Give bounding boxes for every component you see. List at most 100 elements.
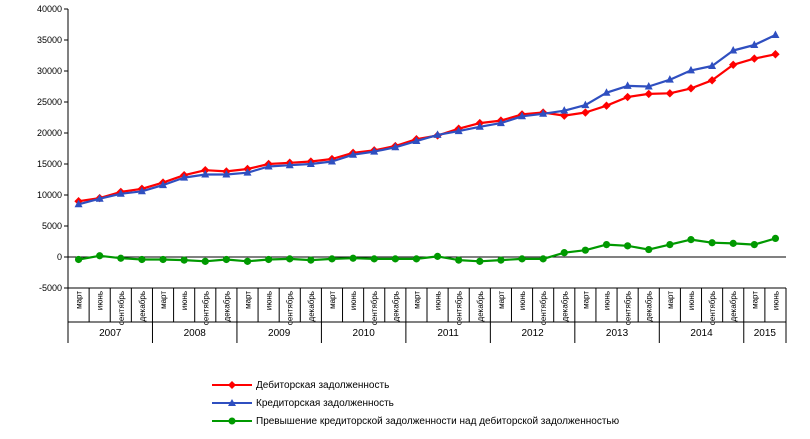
- data-point-payables: [454, 126, 463, 135]
- legend-item-excess: Превышение кредиторской задолженности на…: [212, 412, 732, 430]
- category-label: декабрь: [476, 291, 485, 321]
- y-tick-label: 35000: [37, 35, 62, 45]
- data-point-excess: [370, 255, 378, 263]
- data-point-payables: [116, 189, 125, 197]
- data-point-receivables: [623, 92, 632, 102]
- data-point-receivables: [729, 60, 738, 69]
- data-point-excess: [96, 252, 104, 260]
- data-point-payables: [306, 159, 315, 167]
- data-point-receivables: [686, 84, 696, 93]
- data-point-excess: [138, 255, 146, 264]
- category-label: сентябрь: [708, 291, 717, 325]
- data-point-receivables: [750, 54, 759, 63]
- category-label: март: [497, 291, 506, 309]
- data-point-payables: [327, 157, 336, 165]
- category-label: июнь: [771, 291, 780, 310]
- category-label: июнь: [265, 291, 274, 310]
- data-point-excess: [328, 255, 336, 263]
- y-tick-label: 25000: [37, 97, 62, 107]
- data-point-payables: [264, 161, 273, 170]
- category-label: сентябрь: [286, 291, 295, 325]
- data-point-payables: [222, 170, 231, 178]
- data-point-payables: [750, 40, 759, 48]
- data-point-excess: [666, 241, 674, 249]
- series-excess: [74, 234, 780, 265]
- category-label: март: [412, 291, 421, 309]
- category-label: декабрь: [138, 291, 147, 321]
- y-tick-label: 30000: [37, 66, 62, 76]
- legend-label-payables: Кредиторская задолженность: [256, 397, 394, 409]
- series-layer: [74, 30, 780, 265]
- legend-label-excess: Превышение кредиторской задолженности на…: [256, 415, 620, 427]
- data-point-excess: [286, 255, 294, 263]
- legend-swatch-payables: [212, 399, 252, 406]
- year-label: 2007: [99, 328, 122, 339]
- data-point-excess: [497, 256, 505, 264]
- category-label: сентябрь: [117, 291, 126, 325]
- y-tick-label: 20000: [37, 128, 62, 138]
- series-payables: [74, 30, 780, 208]
- data-point-excess: [560, 249, 568, 257]
- data-point-excess: [222, 255, 230, 264]
- category-label: июнь: [603, 291, 612, 310]
- y-tick-label: 5000: [42, 221, 62, 231]
- data-point-excess: [455, 256, 463, 264]
- category-label: июнь: [180, 291, 189, 310]
- data-point-payables: [159, 180, 168, 189]
- data-point-excess: [74, 255, 83, 264]
- data-point-payables: [201, 170, 210, 178]
- series-line-excess: [78, 237, 776, 263]
- category-label: июнь: [349, 291, 358, 310]
- year-label: 2015: [754, 328, 777, 339]
- legend-item-receivables: Дебиторская задолженность: [212, 376, 732, 394]
- data-point-payables: [496, 118, 505, 127]
- data-point-payables: [665, 75, 674, 83]
- data-point-excess: [602, 241, 611, 249]
- data-point-excess: [391, 255, 399, 263]
- category-label: март: [328, 291, 337, 309]
- data-point-excess: [201, 257, 209, 265]
- data-point-payables: [539, 109, 548, 117]
- data-point-excess: [729, 239, 737, 247]
- data-point-payables: [686, 65, 695, 74]
- legend-label-receivables: Дебиторская задолженность: [256, 379, 390, 391]
- category-label: декабрь: [729, 291, 738, 321]
- series-line-payables: [78, 34, 776, 206]
- data-point-receivables: [707, 76, 717, 85]
- data-point-excess: [476, 257, 484, 265]
- y-tick-label: 15000: [37, 159, 62, 169]
- year-label: 2014: [690, 328, 713, 339]
- legend-swatch-receivables: [212, 381, 252, 389]
- data-point-excess: [750, 241, 758, 249]
- data-point-payables: [349, 150, 358, 158]
- data-point-payables: [475, 122, 484, 130]
- data-point-payables: [644, 82, 653, 90]
- data-point-payables: [243, 168, 252, 176]
- data-point-excess: [243, 257, 252, 265]
- data-point-excess: [645, 245, 653, 254]
- data-point-payables: [602, 88, 611, 96]
- y-tick-label: 0: [57, 252, 62, 262]
- category-label: март: [666, 291, 675, 309]
- year-label: 2008: [184, 328, 207, 339]
- data-point-receivables: [581, 108, 590, 117]
- year-label: 2010: [353, 328, 376, 339]
- category-label: декабрь: [391, 291, 400, 321]
- legend-item-payables: Кредиторская задолженность: [212, 394, 732, 412]
- data-point-excess: [307, 256, 315, 264]
- data-point-payables: [518, 111, 527, 120]
- data-point-excess: [265, 255, 273, 264]
- year-label: 2012: [521, 328, 544, 339]
- x-axis: март июнь сентябрь декабрь март июнь сентябрь д…: [67, 256, 787, 343]
- data-point-excess: [349, 254, 357, 262]
- line-chart: -5000 0 5000 10000 15000 20000 25000 30000 35000…: [37, 4, 787, 343]
- data-point-receivables: [602, 101, 611, 110]
- data-point-payables: [370, 147, 379, 155]
- data-point-excess: [771, 234, 780, 242]
- category-label: сентябрь: [201, 291, 210, 325]
- category-label: март: [244, 291, 253, 309]
- category-label: март: [159, 291, 168, 309]
- series-receivables: [74, 50, 780, 206]
- data-point-payables: [708, 61, 717, 70]
- data-point-excess: [581, 246, 589, 254]
